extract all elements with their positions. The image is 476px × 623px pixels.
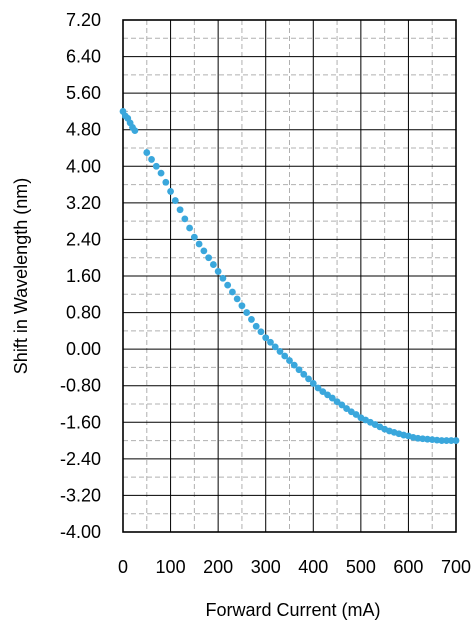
- data-point: [190, 233, 198, 241]
- data-point: [438, 437, 446, 444]
- data-point: [214, 268, 222, 275]
- data-point: [452, 437, 460, 444]
- y-tick-label: 5.60: [66, 83, 101, 103]
- x-tick-label: 300: [251, 557, 281, 577]
- data-point: [443, 437, 450, 444]
- data-point: [328, 394, 336, 402]
- y-tick-label: -3.20: [60, 485, 101, 505]
- data-point: [257, 328, 265, 336]
- y-tick-label: -2.40: [60, 449, 101, 469]
- data-point: [195, 240, 203, 248]
- y-tick-label: 4.80: [66, 120, 101, 140]
- y-tick-label: 0.00: [66, 339, 101, 359]
- data-series: [119, 108, 460, 444]
- data-point: [319, 388, 327, 396]
- y-tick-label: 6.40: [66, 47, 101, 67]
- x-tick-label: 700: [441, 557, 471, 577]
- data-point: [143, 149, 151, 156]
- data-point: [262, 334, 270, 342]
- data-point: [290, 361, 298, 369]
- y-tick-label: -4.00: [60, 522, 101, 542]
- y-tick-label: 4.00: [66, 156, 101, 176]
- y-tick-label: 0.80: [66, 303, 101, 323]
- data-point: [181, 215, 189, 223]
- data-point: [305, 375, 312, 383]
- data-point: [243, 309, 251, 316]
- data-point: [267, 338, 274, 346]
- y-axis-ticks: 7.20 6.40 5.60 4.80 4.00 3.20 2.40 1.60 0.80 0.00…: [60, 10, 101, 542]
- data-point: [152, 162, 160, 170]
- data-point: [300, 370, 308, 378]
- x-tick-label: 600: [393, 557, 423, 577]
- data-point: [131, 127, 139, 135]
- data-point: [186, 224, 194, 232]
- data-point: [233, 295, 241, 303]
- x-axis-ticks: 0 100 200 300 400 500 600 700: [118, 557, 471, 577]
- x-axis-label: Forward Current (mA): [205, 600, 380, 620]
- data-point: [167, 188, 174, 195]
- y-tick-label: 1.60: [66, 266, 101, 286]
- x-tick-label: 400: [298, 557, 328, 577]
- data-point: [333, 398, 341, 406]
- x-tick-label: 0: [118, 557, 128, 577]
- data-point: [309, 380, 317, 387]
- data-point: [352, 411, 360, 418]
- x-tick-label: 100: [156, 557, 186, 577]
- data-point: [238, 302, 246, 310]
- data-point: [209, 261, 217, 268]
- data-point: [314, 384, 322, 392]
- data-point: [343, 405, 350, 412]
- data-point: [252, 322, 260, 330]
- data-point: [148, 156, 155, 163]
- data-point: [324, 391, 331, 399]
- plot-frame: [122, 19, 457, 533]
- data-point: [276, 348, 284, 355]
- y-tick-label: 2.40: [66, 229, 101, 249]
- y-tick-label: -0.80: [60, 376, 101, 396]
- x-tick-label: 200: [203, 557, 233, 577]
- y-tick-label: 7.20: [66, 10, 101, 30]
- y-axis-label: Shift in Wavelength (nm): [11, 178, 31, 374]
- data-point: [248, 316, 255, 323]
- data-point: [224, 281, 232, 289]
- data-point: [338, 401, 346, 409]
- data-point: [162, 178, 170, 186]
- data-point: [205, 254, 213, 262]
- data-point: [295, 366, 303, 374]
- data-point: [171, 197, 179, 204]
- data-point: [176, 206, 184, 214]
- data-point: [219, 274, 227, 282]
- data-point: [157, 169, 165, 177]
- data-point: [286, 357, 293, 364]
- data-point: [229, 288, 236, 296]
- data-point: [447, 437, 455, 444]
- grid: [122, 19, 457, 533]
- data-point: [281, 352, 289, 360]
- data-point: [271, 343, 279, 351]
- x-tick-label: 500: [346, 557, 376, 577]
- y-tick-label: -1.60: [60, 412, 101, 432]
- data-point: [200, 247, 208, 255]
- y-tick-label: 3.20: [66, 193, 101, 213]
